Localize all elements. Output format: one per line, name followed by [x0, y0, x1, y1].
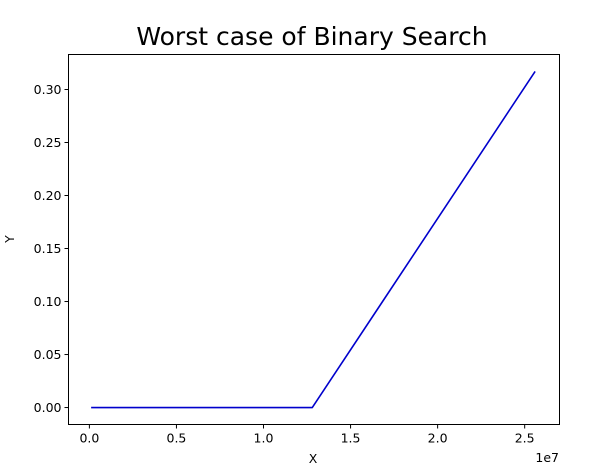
y-tick-label: 0.00 — [34, 400, 62, 415]
y-tick-label: 0.15 — [34, 241, 62, 256]
y-tick-label: 0.30 — [34, 82, 62, 97]
series-line — [91, 71, 536, 409]
axes-frame — [68, 54, 560, 425]
chart-title: Worst case of Binary Search — [136, 22, 487, 51]
x-tick-label: 0.5 — [167, 431, 187, 446]
x-tick-label: 2.0 — [428, 431, 448, 446]
y-tick-label: 0.05 — [34, 347, 62, 362]
x-tick-label: 1.5 — [341, 431, 361, 446]
x-axis-label: X — [309, 451, 318, 466]
x-ticks: 0.0 0.5 1.0 1.5 2.0 2.5 — [79, 424, 535, 446]
y-tick-label: 0.25 — [34, 135, 62, 150]
y-ticks: 0.00 0.05 0.10 0.15 0.20 0.25 0.30 — [34, 82, 69, 415]
plot-series — [91, 71, 536, 409]
y-tick-label: 0.10 — [34, 294, 62, 309]
y-axis-label: Y — [2, 235, 17, 244]
x-tick-label: 1.0 — [254, 431, 274, 446]
x-offset-text: 1e7 — [535, 450, 559, 465]
y-tick-label: 0.20 — [34, 188, 62, 203]
x-tick-label: 0.0 — [79, 431, 99, 446]
x-tick-label: 2.5 — [515, 431, 535, 446]
